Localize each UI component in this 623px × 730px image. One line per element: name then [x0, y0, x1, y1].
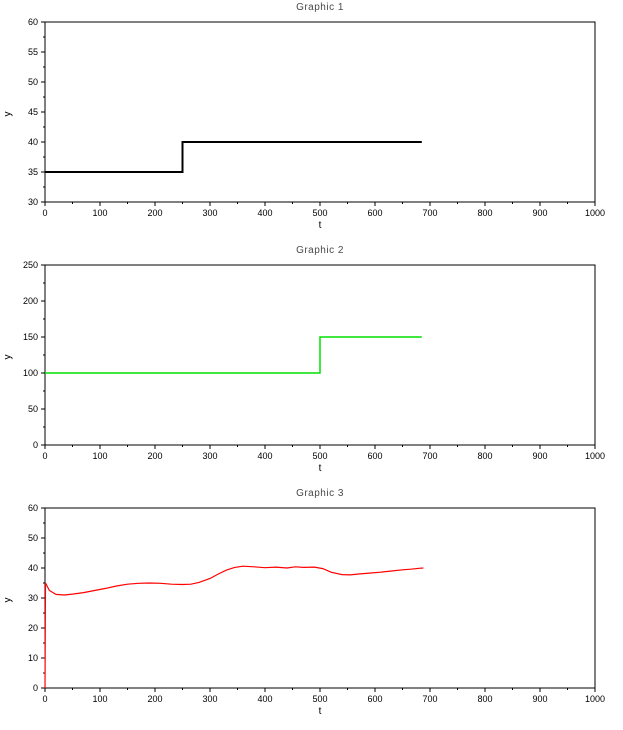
svg-text:45: 45 — [28, 107, 38, 117]
plot-canvas-graphic-2: 0 100 200 300 400 500 600 700 800 900 1000 0 50 100 15… — [23, 260, 605, 461]
svg-text:200: 200 — [147, 451, 162, 461]
chart-block-graphic-2: Graphic 2 y 0 100 200 300 400 500 600 700 800 900… — [0, 243, 623, 486]
svg-text:100: 100 — [23, 368, 38, 378]
svg-text:40: 40 — [28, 137, 38, 147]
svg-text:55: 55 — [28, 47, 38, 57]
plot-canvas-graphic-3: 0 100 200 300 400 500 600 700 800 900 1000 0 10 20 30 4… — [28, 503, 605, 704]
svg-text:40: 40 — [28, 563, 38, 573]
svg-text:700: 700 — [422, 694, 437, 704]
svg-text:900: 900 — [532, 451, 547, 461]
svg-text:150: 150 — [23, 332, 38, 342]
svg-text:800: 800 — [477, 208, 492, 218]
plot-row: y 0 100 200 300 400 500 600 700 800 900 1000 0 10 20 3… — [0, 500, 623, 706]
svg-text:1000: 1000 — [585, 694, 605, 704]
svg-text:500: 500 — [312, 208, 327, 218]
x-axis-label: t — [318, 706, 322, 717]
svg-text:600: 600 — [367, 694, 382, 704]
svg-text:0: 0 — [33, 683, 38, 693]
chart-block-graphic-1: Graphic 1 y 0 100 200 300 400 500 600 700 800 900… — [0, 0, 623, 243]
svg-text:0: 0 — [42, 208, 47, 218]
svg-text:1000: 1000 — [585, 451, 605, 461]
plot-row: y 0 100 200 300 400 500 600 700 800 900 1000 0 50 100… — [0, 257, 623, 463]
svg-text:100: 100 — [92, 451, 107, 461]
svg-text:100: 100 — [92, 694, 107, 704]
svg-text:50: 50 — [28, 77, 38, 87]
svg-text:800: 800 — [477, 451, 492, 461]
svg-text:800: 800 — [477, 694, 492, 704]
svg-text:500: 500 — [312, 451, 327, 461]
chart-title: Graphic 3 — [296, 488, 344, 499]
chart-title: Graphic 1 — [296, 2, 344, 13]
svg-text:20: 20 — [28, 623, 38, 633]
svg-text:200: 200 — [147, 208, 162, 218]
svg-text:400: 400 — [257, 208, 272, 218]
y-axis-label: y — [2, 597, 14, 603]
svg-text:0: 0 — [42, 694, 47, 704]
svg-text:600: 600 — [367, 451, 382, 461]
y-axis-label: y — [2, 354, 14, 360]
svg-text:1000: 1000 — [585, 208, 605, 218]
svg-text:300: 300 — [202, 451, 217, 461]
svg-text:250: 250 — [23, 260, 38, 270]
chart-block-graphic-3: Graphic 3 y 0 100 200 300 400 500 600 700 800 900… — [0, 486, 623, 729]
y-axis-label: y — [2, 111, 14, 117]
svg-text:50: 50 — [28, 533, 38, 543]
svg-text:30: 30 — [28, 197, 38, 207]
x-axis-label: t — [318, 220, 322, 231]
svg-text:35: 35 — [28, 167, 38, 177]
svg-text:10: 10 — [28, 653, 38, 663]
svg-text:30: 30 — [28, 593, 38, 603]
svg-text:0: 0 — [42, 451, 47, 461]
svg-text:900: 900 — [532, 208, 547, 218]
plot-canvas-graphic-1: 0 100 200 300 400 500 600 700 800 900 1000 30 35 40 45… — [28, 17, 605, 218]
svg-text:700: 700 — [422, 208, 437, 218]
svg-text:500: 500 — [312, 694, 327, 704]
svg-text:0: 0 — [33, 440, 38, 450]
svg-text:60: 60 — [28, 503, 38, 513]
svg-text:200: 200 — [23, 296, 38, 306]
x-axis-label: t — [318, 463, 322, 474]
svg-text:50: 50 — [28, 404, 38, 414]
svg-text:300: 300 — [202, 694, 217, 704]
svg-text:900: 900 — [532, 694, 547, 704]
svg-text:60: 60 — [28, 17, 38, 27]
chart-title: Graphic 2 — [296, 245, 344, 256]
plot-row: y 0 100 200 300 400 500 600 700 800 900 1000 30 35 40… — [0, 14, 623, 220]
svg-text:100: 100 — [92, 208, 107, 218]
svg-text:400: 400 — [257, 451, 272, 461]
svg-text:600: 600 — [367, 208, 382, 218]
svg-text:700: 700 — [422, 451, 437, 461]
svg-text:400: 400 — [257, 694, 272, 704]
svg-text:200: 200 — [147, 694, 162, 704]
svg-text:300: 300 — [202, 208, 217, 218]
